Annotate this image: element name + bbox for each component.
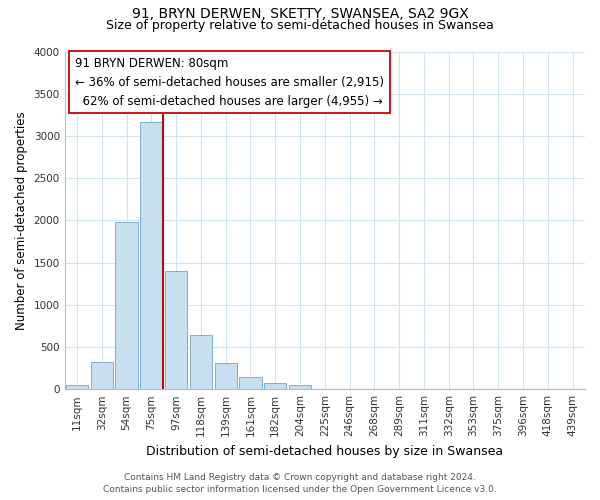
Text: 91 BRYN DERWEN: 80sqm
← 36% of semi-detached houses are smaller (2,915)
  62% of: 91 BRYN DERWEN: 80sqm ← 36% of semi-deta… [75,56,384,108]
Bar [264,383,286,389]
X-axis label: Distribution of semi-detached houses by size in Swansea: Distribution of semi-detached houses by … [146,444,503,458]
Bar [215,363,237,389]
Bar [165,271,187,389]
Text: Size of property relative to semi-detached houses in Swansea: Size of property relative to semi-detach… [106,19,494,32]
Bar [66,385,88,389]
Bar [289,384,311,389]
Y-axis label: Number of semi-detached properties: Number of semi-detached properties [15,111,28,330]
Bar [91,362,113,389]
Text: Contains HM Land Registry data © Crown copyright and database right 2024.
Contai: Contains HM Land Registry data © Crown c… [103,472,497,494]
Text: 91, BRYN DERWEN, SKETTY, SWANSEA, SA2 9GX: 91, BRYN DERWEN, SKETTY, SWANSEA, SA2 9G… [131,8,469,22]
Bar [190,335,212,389]
Bar [140,122,163,389]
Bar [115,222,138,389]
Bar [239,378,262,389]
